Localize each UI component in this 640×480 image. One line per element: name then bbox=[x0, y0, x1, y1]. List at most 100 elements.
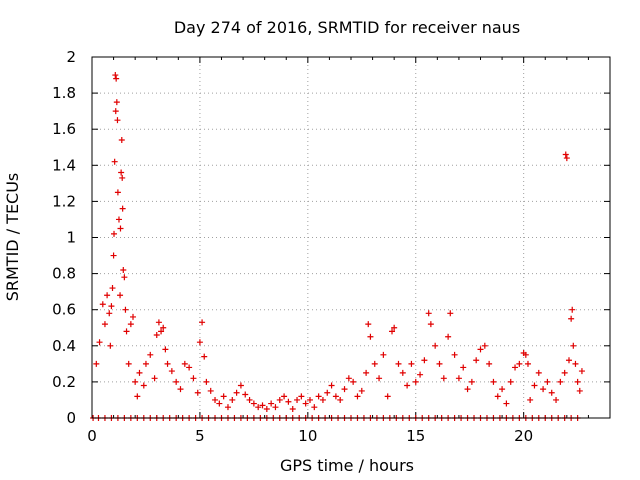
data-point bbox=[568, 315, 575, 322]
data-point bbox=[544, 378, 551, 385]
data-point bbox=[119, 174, 126, 181]
data-point bbox=[196, 339, 203, 346]
data-points bbox=[90, 72, 585, 421]
y-tick-label: 1.8 bbox=[52, 84, 76, 102]
data-point bbox=[123, 328, 130, 335]
data-point bbox=[455, 375, 462, 382]
y-tick-label: 0.6 bbox=[52, 301, 76, 319]
data-point bbox=[376, 375, 383, 382]
data-point bbox=[118, 137, 125, 144]
y-axis-label: SRMTID / TECUs bbox=[3, 173, 22, 302]
chart-title: Day 274 of 2016, SRMTID for receiver nau… bbox=[174, 18, 520, 37]
data-point bbox=[201, 353, 208, 360]
data-point bbox=[250, 400, 257, 407]
data-point bbox=[531, 382, 538, 389]
data-point bbox=[108, 303, 115, 310]
data-point bbox=[324, 389, 331, 396]
data-point bbox=[477, 346, 484, 353]
data-point bbox=[417, 371, 424, 378]
data-point bbox=[155, 319, 162, 326]
data-point bbox=[328, 382, 335, 389]
data-point bbox=[181, 360, 188, 367]
data-point bbox=[121, 274, 128, 281]
data-point bbox=[578, 368, 585, 375]
data-point bbox=[134, 393, 141, 400]
data-point bbox=[391, 324, 398, 331]
data-point bbox=[212, 396, 219, 403]
data-point bbox=[268, 400, 275, 407]
data-point bbox=[199, 319, 206, 326]
data-point bbox=[576, 387, 583, 394]
data-point bbox=[276, 396, 283, 403]
grid-lines bbox=[92, 57, 610, 418]
data-point bbox=[358, 387, 365, 394]
data-point bbox=[101, 321, 108, 328]
data-point bbox=[119, 205, 126, 212]
data-point bbox=[115, 216, 122, 223]
data-point bbox=[106, 310, 113, 317]
x-tick-label: 10 bbox=[298, 427, 317, 445]
data-point bbox=[380, 351, 387, 358]
data-point bbox=[203, 378, 210, 385]
data-point bbox=[557, 378, 564, 385]
data-point bbox=[255, 404, 262, 411]
data-point bbox=[427, 321, 434, 328]
data-point bbox=[246, 396, 253, 403]
data-point bbox=[464, 386, 471, 393]
data-point bbox=[114, 189, 121, 196]
data-point bbox=[117, 225, 124, 232]
data-point bbox=[540, 386, 547, 393]
data-point bbox=[259, 402, 266, 409]
plot-frame bbox=[91, 56, 611, 419]
data-point bbox=[319, 396, 326, 403]
data-point bbox=[125, 360, 132, 367]
data-point bbox=[569, 306, 576, 313]
data-point bbox=[408, 360, 415, 367]
data-point bbox=[548, 389, 555, 396]
data-point bbox=[572, 360, 579, 367]
data-point bbox=[311, 404, 318, 411]
data-point bbox=[294, 396, 301, 403]
data-point bbox=[395, 360, 402, 367]
data-point bbox=[432, 342, 439, 349]
data-point bbox=[451, 351, 458, 358]
data-point bbox=[233, 389, 240, 396]
data-point bbox=[111, 158, 118, 165]
data-point bbox=[507, 378, 514, 385]
data-point bbox=[499, 386, 506, 393]
x-axis-label: GPS time / hours bbox=[280, 456, 414, 475]
y-tick-label: 0.2 bbox=[52, 373, 76, 391]
data-point bbox=[93, 360, 100, 367]
data-point bbox=[512, 364, 519, 371]
data-point bbox=[136, 369, 143, 376]
data-point bbox=[562, 151, 569, 158]
data-point bbox=[337, 396, 344, 403]
data-point bbox=[168, 368, 175, 375]
data-point bbox=[421, 357, 428, 364]
data-point bbox=[486, 360, 493, 367]
data-point bbox=[503, 400, 510, 407]
y-tick-label: 0.4 bbox=[52, 337, 76, 355]
data-point bbox=[481, 342, 488, 349]
data-point bbox=[237, 382, 244, 389]
data-point bbox=[173, 378, 180, 385]
data-point bbox=[109, 285, 116, 292]
data-point bbox=[224, 404, 231, 411]
data-point bbox=[285, 398, 292, 405]
data-point bbox=[565, 357, 572, 364]
data-point bbox=[142, 360, 149, 367]
data-point bbox=[147, 351, 154, 358]
data-point bbox=[306, 396, 313, 403]
y-tick-label: 0 bbox=[66, 409, 76, 427]
data-point bbox=[242, 391, 249, 398]
data-point bbox=[460, 364, 467, 371]
data-point bbox=[490, 378, 497, 385]
data-point bbox=[563, 155, 570, 162]
data-point bbox=[118, 169, 125, 176]
data-point bbox=[110, 252, 117, 259]
data-point bbox=[363, 369, 370, 376]
data-point bbox=[107, 342, 114, 349]
y-tick-label: 1 bbox=[66, 229, 76, 247]
data-point bbox=[522, 351, 529, 358]
